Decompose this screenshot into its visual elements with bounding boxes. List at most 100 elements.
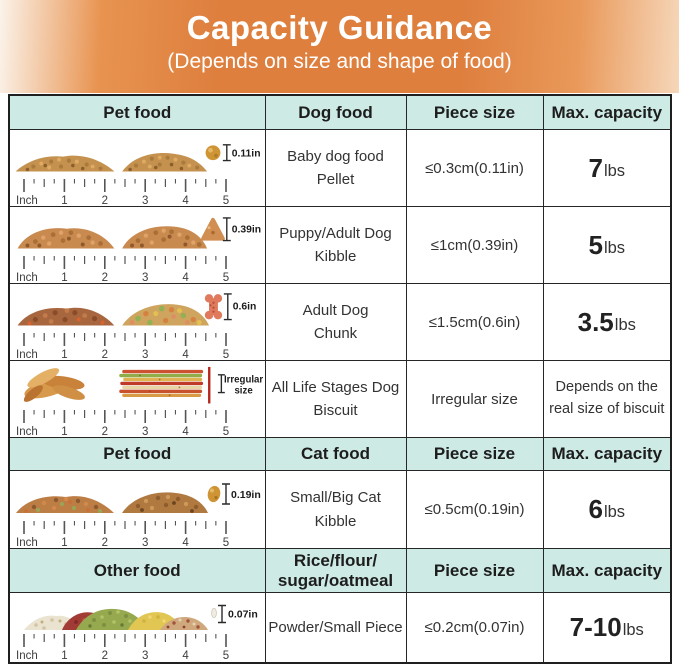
header-piece-size: Piece size	[406, 96, 544, 130]
inch-ruler	[15, 256, 229, 283]
sample-size-label: 0.39in	[231, 225, 260, 236]
left-pile	[17, 307, 115, 326]
piece-size-cell: ≤1.5cm(0.6in)	[406, 284, 544, 361]
pellet-piles-icon: 0.11in	[15, 144, 260, 172]
speckled-bean-pile	[159, 617, 208, 630]
capacity-unit: lbs	[614, 315, 636, 334]
table-row-biscuit: Irregular size All Life Stages Dog Biscu…	[10, 361, 670, 438]
measure-bracket-icon	[221, 483, 230, 505]
right-pile	[121, 153, 207, 172]
header-cat-food: Cat food	[265, 438, 407, 471]
capacity-value: 7-10	[569, 612, 622, 642]
capacity-value: 6	[588, 494, 603, 524]
sample-size-label: 0.19in	[231, 489, 261, 501]
sample-size-label-line1: Irregular	[224, 375, 263, 386]
header-max-capacity: Max. capacity	[543, 549, 670, 593]
sample-cat-kibble-icon	[207, 485, 221, 503]
piece-size-cell: Irregular size	[406, 361, 544, 438]
table-row-chunk: 0.6in Adult Dog Chunk ≤1.5cm(0.6in) 3.5 l…	[10, 284, 670, 361]
grain-piles-icon: 0.07in	[23, 604, 258, 630]
inch-ruler	[15, 333, 229, 360]
table-header-cat-food: Pet food Cat food Piece size Max. capaci…	[10, 438, 670, 471]
measure-bracket-icon	[222, 144, 231, 162]
inch-ruler	[15, 179, 229, 206]
header-max-capacity: Max. capacity	[543, 438, 670, 471]
sample-pellet-icon	[205, 145, 221, 161]
capacity-unit: lbs	[603, 161, 626, 180]
header-max-capacity: Max. capacity	[543, 96, 670, 130]
food-name-cell: Powder/Small Piece	[266, 593, 407, 662]
piece-size-cell: ≤0.3cm(0.11in)	[406, 130, 544, 207]
left-pile	[17, 228, 115, 249]
table-header-dog-food: Pet food Dog food Piece size Max. capaci…	[10, 96, 670, 130]
table-row-powder: 0.07in Powder/Small Piece ≤0.2cm(0.07in)…	[10, 593, 670, 662]
kibble-piles-icon: 0.39in	[17, 217, 261, 249]
chunk-illustration-cell: 0.6in	[10, 284, 266, 361]
mung-bean-pile	[75, 608, 148, 630]
piece-size-cell: ≤0.5cm(0.19in)	[406, 471, 544, 549]
right-pile	[121, 226, 207, 249]
sample-bone-icon	[204, 294, 222, 320]
left-pile	[15, 155, 115, 172]
capacity-value: 3.5	[577, 306, 614, 337]
food-name-cell: All Life Stages Dog Biscuit	[265, 361, 407, 438]
table-header-other-food: Other food Rice/flour/ sugar/oatmeal Pie…	[10, 549, 670, 593]
page-title: Capacity Guidance	[186, 9, 493, 46]
right-pile	[121, 492, 208, 513]
header-pet-food: Pet food	[10, 438, 266, 471]
food-name-cell: Baby dog food Pellet	[265, 130, 407, 207]
sample-size-label: 0.11in	[231, 149, 260, 160]
max-capacity-cell: 7-10 lbs	[544, 593, 671, 662]
header-piece-size: Piece size	[406, 549, 544, 593]
grain-illustration-cell: 0.07in	[10, 593, 266, 662]
food-name-cell: Small/Big Cat Kibble	[265, 471, 407, 549]
header-piece-size: Piece size	[406, 438, 544, 471]
max-capacity-cell: 7 lbs	[543, 130, 670, 207]
cat-kibble-piles-icon: 0.19in	[15, 483, 261, 513]
chunk-piles-icon: 0.6in	[17, 293, 256, 326]
irregular-stick-icon	[207, 366, 211, 404]
kibble-illustration-cell: 0.39in	[10, 207, 266, 284]
treat-sticks-icon	[118, 369, 203, 397]
max-capacity-cell: 3.5 lbs	[543, 284, 670, 361]
max-capacity-cell: 5 lbs	[543, 207, 670, 284]
sample-size-label: 0.07in	[228, 609, 258, 621]
max-capacity-cell: Depends on the real size of biscuit	[543, 361, 670, 438]
food-name-cell: Puppy/Adult Dog Kibble	[265, 207, 407, 284]
capacity-value: 7	[588, 152, 603, 183]
sample-kibble-icon	[200, 217, 225, 241]
capacity-guidance-banner: Capacity Guidance (Depends on size and s…	[0, 0, 679, 93]
page-subtitle: (Depends on size and shape of food)	[167, 50, 512, 73]
sample-grain-icon	[211, 607, 217, 619]
biscuit-illustration-cell: Irregular size	[10, 361, 266, 438]
measure-bracket-icon	[222, 217, 231, 242]
capacity-table: Pet food Dog food Piece size Max. capaci…	[8, 94, 672, 664]
cat-kibble-illustration-cell: 0.19in	[10, 471, 266, 549]
capacity-unit: lbs	[603, 503, 626, 521]
table-row-pellet: 0.11in Baby dog food Pellet ≤0.3cm(0.11i…	[10, 130, 670, 207]
measure-bracket-icon	[217, 374, 225, 394]
measure-bracket-icon	[217, 604, 226, 624]
sample-size-label-line2: size	[234, 386, 253, 397]
pellet-illustration-cell: 0.11in	[10, 130, 266, 207]
right-pile-multicolor	[121, 304, 209, 326]
inch-ruler	[15, 634, 229, 661]
inch-ruler	[15, 410, 229, 437]
table-row-cat-kibble: 0.19in Small/Big Cat Kibble ≤0.5cm(0.19i…	[10, 471, 670, 549]
capacity-unit: lbs	[622, 621, 644, 639]
food-name-cell: Adult Dog Chunk	[265, 284, 407, 361]
inch-ruler	[15, 521, 229, 548]
max-capacity-cell: 6 lbs	[543, 471, 670, 549]
capacity-unit: lbs	[603, 238, 626, 257]
left-pile-multicolor	[15, 496, 114, 513]
header-pet-food: Pet food	[10, 96, 266, 130]
jerky-and-treat-sticks-icon: Irregular size	[23, 366, 263, 404]
table-row-kibble: 0.39in Puppy/Adult Dog Kibble ≤1cm(0.39i…	[10, 207, 670, 284]
sample-size-label: 0.6in	[232, 302, 256, 313]
header-dog-food: Dog food	[265, 96, 407, 130]
capacity-value: 5	[588, 229, 603, 260]
chicken-jerky-icon	[23, 368, 85, 402]
piece-size-cell: ≤0.2cm(0.07in)	[407, 593, 544, 662]
header-other-food: Other food	[10, 549, 266, 593]
piece-size-cell: ≤1cm(0.39in)	[406, 207, 544, 284]
